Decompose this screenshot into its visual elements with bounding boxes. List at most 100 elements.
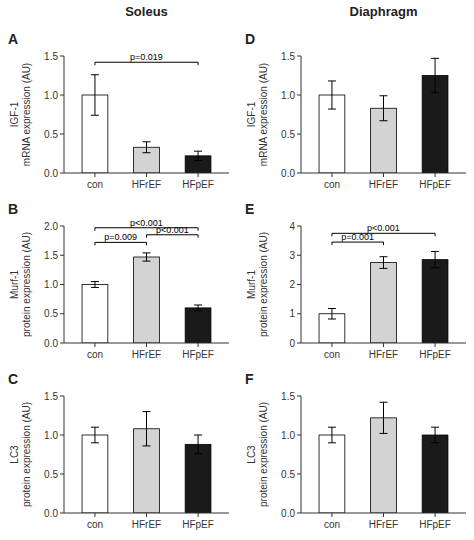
error-bar [380, 257, 388, 269]
error-stem [94, 427, 95, 443]
y-tick [60, 284, 64, 285]
y-axis-label-line: IGF-1 [9, 101, 20, 127]
y-tick [297, 226, 301, 227]
y-tick [60, 95, 64, 96]
marks [319, 251, 448, 343]
y-axis [301, 56, 302, 173]
significance-bracket [95, 228, 198, 231]
x-tick [383, 513, 384, 517]
bar [319, 435, 345, 513]
error-cap [380, 256, 388, 257]
error-bar [431, 427, 439, 443]
error-cap [431, 251, 439, 252]
y-axis-label-line: LC3 [246, 445, 257, 464]
x-tick-label: con [324, 519, 340, 530]
bracket-line [332, 242, 384, 245]
panel: B0.00.51.01.52.0conHFrEFHFpEFMurf-1prote… [8, 201, 229, 360]
y-tick-label: 0.5 [281, 469, 295, 480]
y-tick [297, 313, 301, 314]
error-stem [435, 427, 436, 443]
y-axis-label-line: Murf-1 [9, 270, 20, 299]
x-tick [198, 343, 199, 347]
x-tick-label: HFrEF [132, 349, 161, 360]
y-tick-label: 2.0 [44, 221, 58, 232]
y-tick [60, 343, 64, 344]
x-tick-label: HFpEF [182, 519, 214, 530]
y-tick-label: 1 [289, 308, 295, 319]
y-tick [297, 255, 301, 256]
y-tick-label: 4 [289, 221, 295, 232]
y-axis-label-line: LC3 [9, 445, 20, 464]
column-title: Diaphragm [350, 4, 418, 19]
x-tick-label: con [87, 349, 103, 360]
error-stem [435, 58, 436, 92]
x-tick-label: HFrEF [132, 519, 161, 530]
x-tick [331, 343, 332, 347]
error-bar [431, 251, 439, 267]
y-tick [297, 474, 301, 475]
y-tick [60, 435, 64, 436]
panel: DiaphragmD0.00.51.01.5conHFrEFHFpEFIGF-1… [245, 4, 466, 190]
bar [422, 435, 448, 513]
error-stem [94, 282, 95, 288]
y-tick [297, 95, 301, 96]
x-tick [331, 173, 332, 177]
y-tick-label: 1.5 [44, 391, 58, 402]
marks [82, 75, 211, 173]
error-cap [143, 252, 151, 253]
y-tick [297, 513, 301, 514]
x-tick [198, 173, 199, 177]
error-cap [380, 120, 388, 121]
error-cap [194, 435, 202, 436]
y-axis-label-line: mRNA expression (AU) [21, 63, 32, 166]
panel-label: D [245, 31, 255, 47]
x-tick [435, 513, 436, 517]
significance-label: p=0.019 [130, 52, 163, 62]
y-tick-label: 1.5 [281, 51, 295, 62]
x-tick [146, 173, 147, 177]
x-tick-label: HFpEF [419, 179, 451, 190]
error-cap [431, 267, 439, 268]
y-tick [297, 284, 301, 285]
y-tick-label: 0.0 [44, 508, 58, 519]
y-tick-label: 0.5 [281, 129, 295, 140]
error-cap [431, 58, 439, 59]
y-tick [297, 56, 301, 57]
y-axis [64, 396, 65, 513]
y-tick-label: 1.5 [44, 51, 58, 62]
panel-label: C [8, 371, 18, 387]
error-cap [91, 442, 99, 443]
panel: E01234conHFrEFHFpEFMurf-1protein express… [245, 201, 466, 360]
x-tick [435, 343, 436, 347]
marks [319, 402, 448, 513]
error-stem [383, 402, 384, 433]
error-cap [328, 308, 336, 309]
y-tick [297, 396, 301, 397]
x-tick-label: HFpEF [182, 349, 214, 360]
significance-label: p=0.009 [104, 232, 137, 242]
error-bar [194, 435, 202, 454]
x-tick [94, 513, 95, 517]
error-cap [380, 433, 388, 434]
error-stem [198, 435, 199, 454]
y-tick [60, 396, 64, 397]
x-tick [94, 343, 95, 347]
error-bar [328, 308, 336, 319]
y-tick [297, 173, 301, 174]
y-tick-label: 1.5 [281, 391, 295, 402]
error-cap [91, 427, 99, 428]
error-cap [143, 445, 151, 446]
bracket-line [147, 235, 199, 238]
y-tick [60, 313, 64, 314]
bar [82, 435, 108, 513]
significance-label: p<0.001 [130, 218, 163, 228]
x-tick-label: HFrEF [369, 349, 398, 360]
x-tick-label: HFpEF [419, 349, 451, 360]
y-tick-label: 1.0 [281, 430, 295, 441]
error-cap [91, 74, 99, 75]
x-tick [94, 173, 95, 177]
error-cap [194, 304, 202, 305]
error-cap [328, 427, 336, 428]
error-bar [91, 282, 99, 288]
x-tick-label: con [324, 349, 340, 360]
